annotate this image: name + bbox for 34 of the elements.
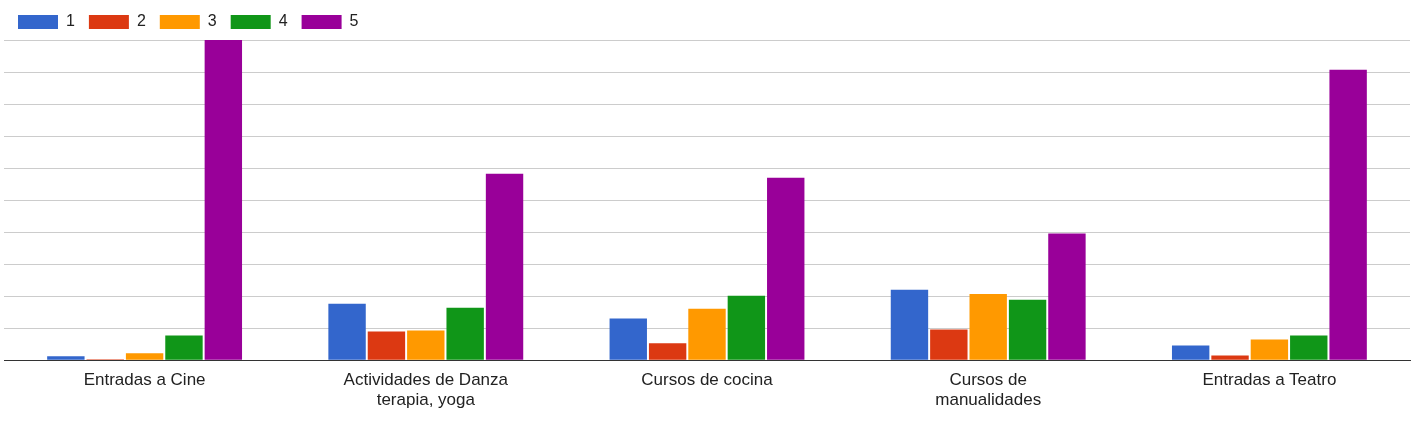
legend-label: 4: [278, 12, 288, 30]
bar: [688, 308, 726, 360]
bar: [890, 289, 929, 360]
x-tick-label: Cursos de cocina: [641, 370, 774, 390]
bar: [767, 177, 805, 360]
bar: [407, 330, 445, 360]
legend-label: 2: [136, 12, 146, 30]
bar: [727, 295, 766, 360]
bar: [1048, 233, 1086, 360]
bar: [1290, 335, 1328, 360]
bar: [125, 353, 164, 360]
bar: [1171, 345, 1210, 360]
bar: [969, 293, 1007, 360]
legend-label: 1: [66, 12, 75, 30]
bar: [1250, 339, 1289, 360]
bar: [446, 307, 484, 360]
bar: [1329, 69, 1367, 360]
bar: [204, 40, 243, 360]
x-tick-label: Cursos de manualidades: [935, 370, 1042, 410]
bar: [609, 318, 647, 360]
x-tick-label: Entradas a Teatro: [1202, 370, 1337, 390]
bar: [1211, 355, 1249, 360]
bar: [328, 303, 366, 360]
legend-label: 3: [207, 12, 217, 30]
x-tick-label: Actividades de Danza terapia, yoga: [343, 370, 509, 410]
bar: [930, 329, 968, 360]
bar: [485, 173, 524, 360]
x-tick-label: Entradas a Cine: [83, 370, 206, 390]
bar: [47, 356, 85, 360]
bar: [1008, 299, 1047, 360]
legend-label: 5: [349, 12, 359, 30]
bar: [165, 335, 203, 360]
bar: [367, 331, 406, 360]
bar: [648, 343, 687, 360]
